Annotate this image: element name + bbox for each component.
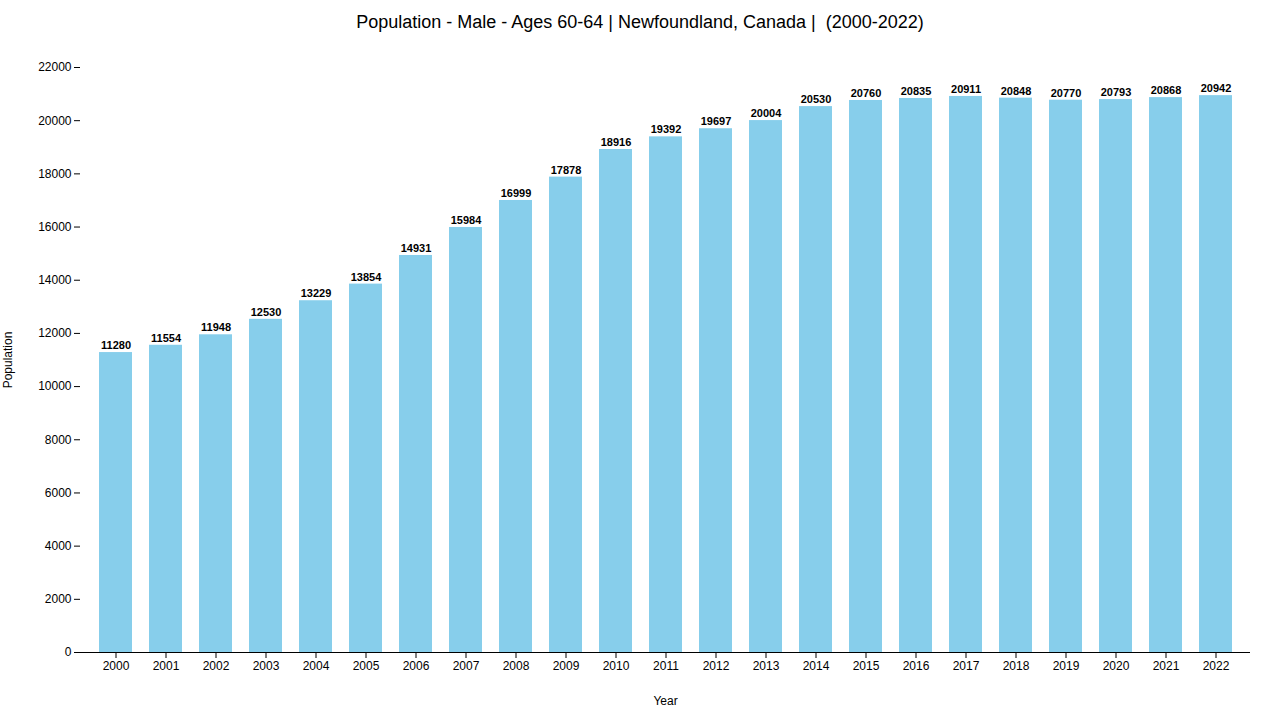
svg-text:20760: 20760 xyxy=(851,87,882,99)
svg-text:13229: 13229 xyxy=(301,287,332,299)
svg-text:2000: 2000 xyxy=(103,659,130,673)
svg-text:17878: 17878 xyxy=(551,164,582,176)
svg-text:12530: 12530 xyxy=(251,306,282,318)
svg-text:20000: 20000 xyxy=(38,114,72,128)
svg-text:20793: 20793 xyxy=(1101,86,1132,98)
svg-text:20770: 20770 xyxy=(1051,87,1082,99)
svg-text:2022: 2022 xyxy=(1203,659,1230,673)
svg-text:2001: 2001 xyxy=(153,659,180,673)
svg-text:20004: 20004 xyxy=(751,107,782,119)
html-text:Population - Male - Ages 60-64: Population - Male - Ages 60-64 | Newfoun… xyxy=(356,12,924,32)
svg-text:11948: 11948 xyxy=(201,321,231,333)
svg-text:2007: 2007 xyxy=(453,659,480,673)
svg-text:20942: 20942 xyxy=(1201,82,1232,94)
svg-text:2005: 2005 xyxy=(353,659,380,673)
svg-text:2018: 2018 xyxy=(1003,659,1030,673)
svg-text:2004: 2004 xyxy=(303,659,330,673)
svg-text:11554: 11554 xyxy=(151,332,182,344)
svg-text:2008: 2008 xyxy=(503,659,530,673)
svg-text:11280: 11280 xyxy=(101,339,131,351)
svg-text:15984: 15984 xyxy=(451,214,482,226)
svg-text:0: 0 xyxy=(65,645,72,659)
svg-text:2011: 2011 xyxy=(653,659,679,673)
svg-text:2000: 2000 xyxy=(45,592,72,606)
svg-text:16000: 16000 xyxy=(38,220,72,234)
svg-text:16999: 16999 xyxy=(501,187,532,199)
svg-text:10000: 10000 xyxy=(38,379,72,393)
svg-text:20848: 20848 xyxy=(1001,85,1032,97)
svg-text:18000: 18000 xyxy=(38,167,72,181)
svg-text:Population: Population xyxy=(1,332,15,389)
svg-text:2006: 2006 xyxy=(403,659,430,673)
svg-text:2009: 2009 xyxy=(553,659,580,673)
svg-text:20868: 20868 xyxy=(1151,84,1182,96)
svg-text:2017: 2017 xyxy=(953,659,980,673)
svg-text:2021: 2021 xyxy=(1153,659,1180,673)
svg-text:20835: 20835 xyxy=(901,85,932,97)
svg-text:20530: 20530 xyxy=(801,93,832,105)
svg-text:8000: 8000 xyxy=(45,433,72,447)
svg-text:19697: 19697 xyxy=(701,115,732,127)
svg-text:18916: 18916 xyxy=(601,136,632,148)
svg-text:14931: 14931 xyxy=(401,242,432,254)
svg-text:2003: 2003 xyxy=(253,659,280,673)
svg-text:4000: 4000 xyxy=(45,539,72,553)
svg-text:19392: 19392 xyxy=(651,123,682,135)
svg-text:14000: 14000 xyxy=(38,273,72,287)
svg-text:2013: 2013 xyxy=(753,659,780,673)
svg-text:22000: 22000 xyxy=(38,60,72,74)
svg-text:Year: Year xyxy=(653,694,677,708)
svg-text:2015: 2015 xyxy=(853,659,880,673)
svg-text:2002: 2002 xyxy=(203,659,230,673)
svg-text:2020: 2020 xyxy=(1103,659,1130,673)
svg-text:12000: 12000 xyxy=(38,326,72,340)
svg-text:2010: 2010 xyxy=(603,659,630,673)
svg-text:2016: 2016 xyxy=(903,659,930,673)
svg-text:2014: 2014 xyxy=(803,659,830,673)
svg-text:2012: 2012 xyxy=(703,659,730,673)
svg-text:20911: 20911 xyxy=(951,83,981,95)
svg-text:13854: 13854 xyxy=(351,271,382,283)
svg-text:6000: 6000 xyxy=(45,486,72,500)
svg-text:2019: 2019 xyxy=(1053,659,1080,673)
